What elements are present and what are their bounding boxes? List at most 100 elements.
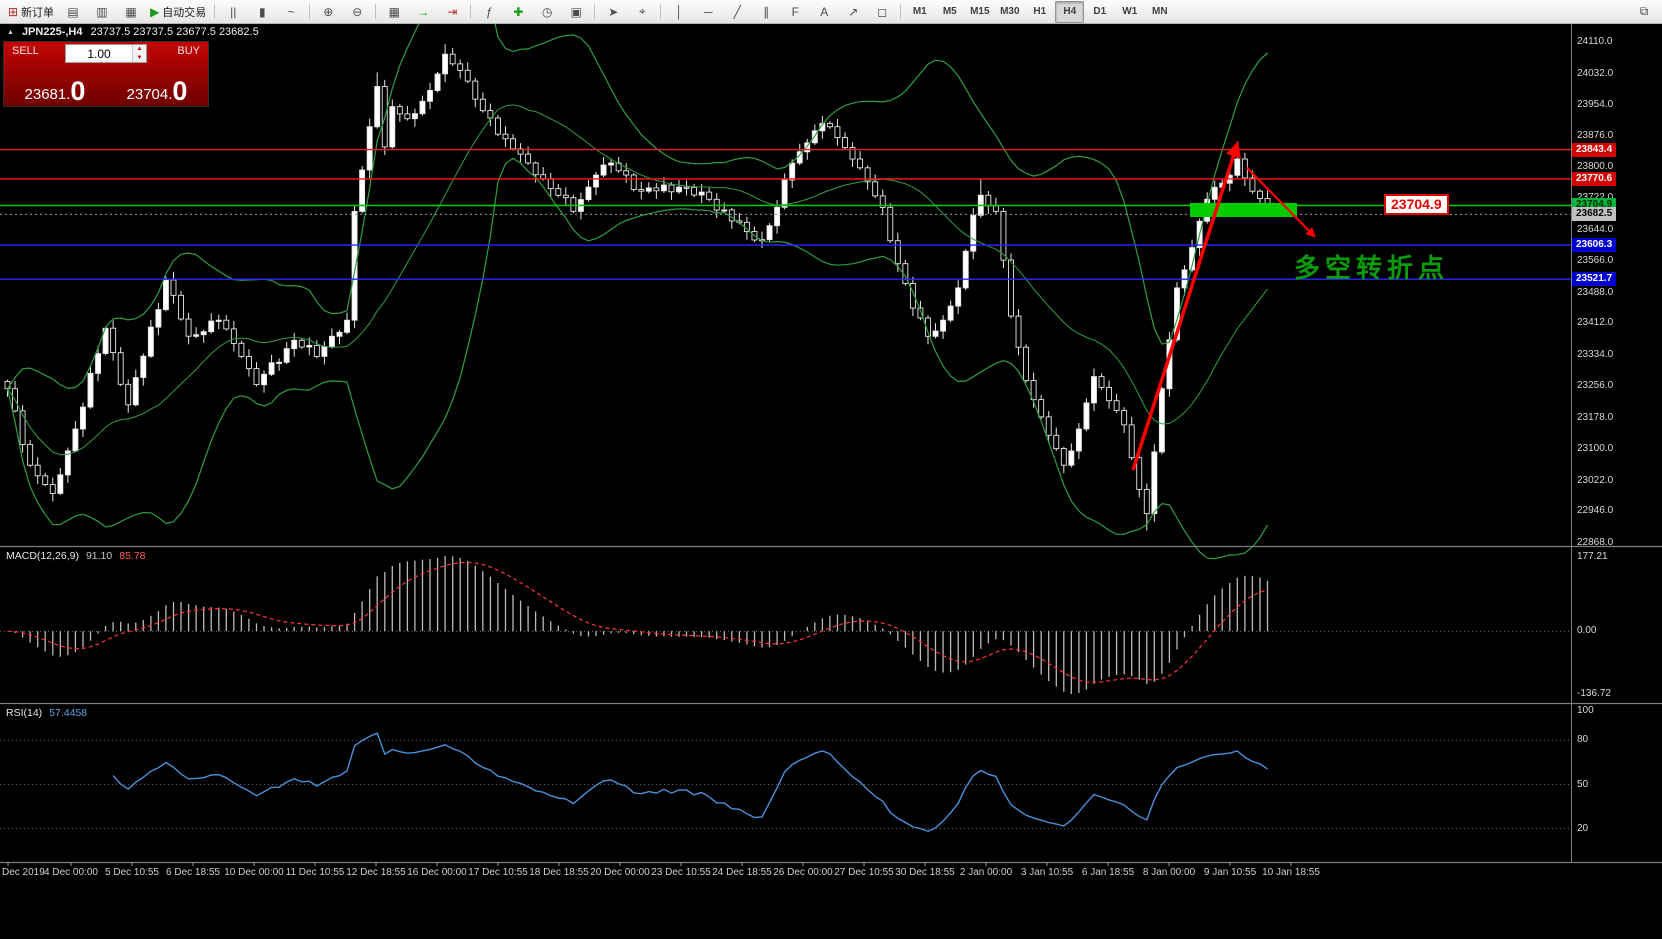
toolbar-separator [900,4,902,19]
timeframe-h1-button[interactable]: H1 [1033,6,1047,17]
sell-price-main: 23681. [24,85,71,103]
line-chart-button[interactable]: ~ [287,4,295,19]
volume-up-button[interactable]: ▲ [133,45,146,54]
market-watch-icon-button[interactable]: ▤ [67,4,79,19]
price-badge: 23682.5 [1572,207,1617,222]
new-order-button[interactable]: ⊞ 新订单 [8,4,55,19]
time-axis-label: 11 Dec 10:55 [285,867,345,878]
crosshair-button[interactable]: ⌖ [638,4,646,18]
toolbar-separator [594,4,596,19]
vertical-line-button[interactable]: │ [675,4,684,19]
timeframe-m1-button[interactable]: M1 [912,6,927,17]
volume-input[interactable] [66,45,132,62]
toolbar: ⊞ 新订单 ▤ ▥ ▦ ▶ 自动交易 || ▮ ~ ⊕ ⊖ ▦ → ⇥ ƒ ✚ ◷ ▣ ➤ ⌖ │ ─ ╱ ∥ F A ↗ ◻ M1 M5 M… [0,0,1662,24]
rsi-value: 57.4458 [49,707,88,719]
restore-chart-window-icon[interactable]: ⧉ [1639,4,1649,18]
price-axis-tick: 22868.0 [1577,536,1614,548]
price-axis-tick: 24110.0 [1577,36,1613,48]
time-axis-label: Dec 2019 [2,867,45,878]
timeframe-d1-button[interactable]: D1 [1093,6,1107,17]
autotrading-button[interactable]: ▶ 自动交易 [150,4,207,19]
time-axis-label: 10 Dec 00:00 [224,867,284,878]
turning-point-text[interactable]: 多空转折点 [1294,253,1450,284]
time-axis-label: 4 Dec 00:00 [44,867,98,878]
volume-down-button[interactable]: ▼ [133,53,146,62]
macd-panel-label: MACD(12,26,9) 91.10 85.78 [6,550,146,562]
price-axis-tick: 23412.0 [1577,317,1614,329]
price-axis-tick: 23488.0 [1577,286,1614,298]
time-axis-label: 30 Dec 18:55 [895,867,955,878]
price-axis-tick: 23178.0 [1577,411,1614,423]
time-axis-label: 8 Jan 00:00 [1142,867,1196,878]
time-axis-label: 10 Jan 18:55 [1262,867,1320,878]
data-window-icon-button[interactable]: ▥ [96,4,108,19]
time-axis-label: 5 Dec 10:55 [105,867,159,878]
templates-button[interactable]: ▣ [570,4,582,19]
arrows-button[interactable]: ↗ [848,4,859,19]
sell-label: SELL [12,45,39,57]
chart-shift-button[interactable]: ⇥ [447,4,458,19]
sell-price-big-digit: 0 [70,76,86,107]
zoom-in-button[interactable]: ⊕ [323,4,334,19]
price-axis-tick: 23334.0 [1577,348,1614,360]
trendline-button[interactable]: ╱ [733,4,741,19]
chart-title: ▲ JPN225-,H4 23737.5 23737.5 23677.5 236… [7,26,259,38]
price-axis-tick: 23256.0 [1577,380,1614,392]
timeframe-h4-button[interactable]: H4 [1055,0,1085,23]
price-axis-tick: 23566.0 [1577,255,1614,267]
periods-button[interactable]: ◷ [542,4,553,19]
macd-axis-label: 0.00 [1577,625,1597,637]
price-callout[interactable]: 23704.9 [1384,194,1449,216]
timeframe-m30-button[interactable]: M30 [1000,6,1020,17]
time-axis-label: 20 Dec 00:00 [590,867,650,878]
timeframe-m5-button[interactable]: M5 [942,6,957,17]
toolbar-separator [214,4,216,19]
shapes-button[interactable]: ◻ [877,4,888,19]
time-axis-label: 9 Jan 10:55 [1203,867,1257,878]
indicators-button[interactable]: ƒ [485,4,493,19]
rsi-axis-label: 20 [1577,822,1589,834]
cursor-button[interactable]: ➤ [608,4,619,19]
time-axis-label: 16 Dec 00:00 [407,867,467,878]
macd-axis-label: 177.21 [1577,551,1608,562]
time-axis-label: 23 Dec 10:55 [651,867,711,878]
auto-scroll-button[interactable]: → [417,4,430,19]
text-button[interactable]: A [820,4,829,19]
bar-chart-button[interactable]: || [230,4,237,19]
price-badge: 23521.7 [1572,272,1617,287]
tile-windows-button[interactable]: ▦ [388,4,400,19]
horizontal-line-button[interactable]: ─ [704,4,713,19]
price-axis-tick: 23644.0 [1577,223,1614,235]
symbol-period-label: JPN225-,H4 [21,26,83,38]
timeframe-w1-button[interactable]: W1 [1122,6,1138,17]
time-axis-label: 6 Jan 18:55 [1081,867,1135,878]
timeframe-m15-button[interactable]: M15 [970,6,990,17]
toolbar-separator [470,4,472,19]
toolbar-separator [309,4,311,19]
fibonacci-button[interactable]: F [791,4,799,19]
price-axis-tick: 23876.0 [1577,130,1614,142]
time-axis-label: 24 Dec 18:55 [712,867,772,878]
time-axis-label: 17 Dec 10:55 [468,867,528,878]
time-axis-label: 18 Dec 18:55 [529,867,589,878]
volume-control: ▲ ▼ [65,44,147,63]
terminal-icon-button[interactable]: ▦ [125,4,137,19]
price-axis-tick: 23800.0 [1577,161,1614,173]
time-axis-label: 27 Dec 10:55 [834,867,894,878]
toolbar-separator [375,4,377,19]
rsi-axis-label: 100 [1577,705,1594,716]
timeframe-mn-button[interactable]: MN [1152,6,1168,17]
channel-button[interactable]: ∥ [763,4,770,19]
price-axis-tick: 23722.0 [1577,192,1613,204]
zoom-out-button[interactable]: ⊖ [352,4,363,19]
volume-spinner: ▲ ▼ [132,45,146,62]
symbol-marker-icon: ▲ [7,28,14,36]
candlestick-chart-button[interactable]: ▮ [258,4,266,19]
rsi-name: RSI(14) [6,707,43,719]
rsi-axis-label: 50 [1577,778,1589,790]
time-axis-label: 2 Jan 00:00 [959,867,1013,878]
add-indicator-button[interactable]: ✚ [513,4,524,19]
price-axis-tick: 23954.0 [1577,98,1614,110]
